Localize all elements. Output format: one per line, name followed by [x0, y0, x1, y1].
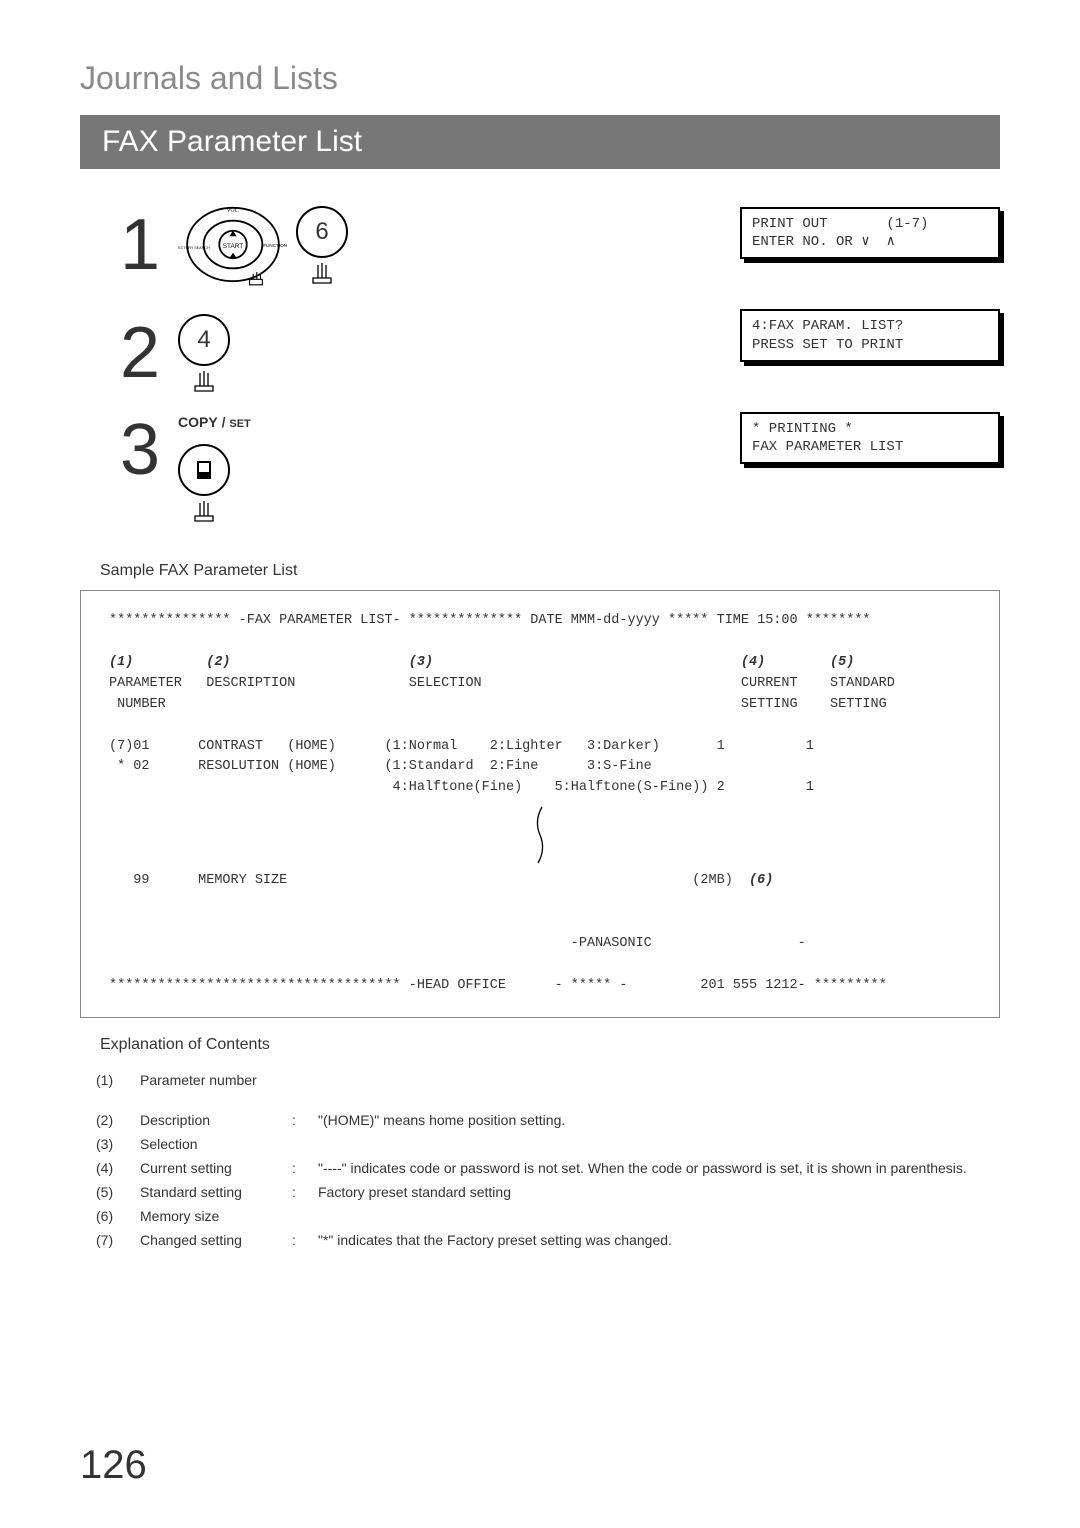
table-row: (4) Current setting : "----" indicates c… [90, 1156, 973, 1180]
lcd-line: FAX PARAMETER LIST [752, 439, 903, 455]
table-row: (7) Changed setting : "*" indicates that… [90, 1228, 973, 1252]
printout-row: * 02 RESOLUTION (HOME) (1:Standard 2:Fin… [109, 759, 652, 774]
expl-desc: "----" indicates code or password is not… [312, 1156, 973, 1180]
chapter-title: Journals and Lists [80, 60, 1000, 97]
printout-row: (7)01 CONTRAST (HOME) (1:Normal 2:Lighte… [109, 739, 814, 754]
svg-text:START: START [223, 243, 243, 250]
table-row: (1) Parameter number [90, 1068, 973, 1092]
expl-desc [312, 1132, 973, 1156]
step-number: 1 [120, 209, 160, 281]
table-row: (3) Selection [90, 1132, 973, 1156]
sample-heading: Sample FAX Parameter List [100, 562, 1000, 580]
expl-num: (5) [90, 1180, 134, 1204]
step2-graphic: 4 [178, 314, 230, 392]
table-row: (6) Memory size [90, 1204, 973, 1228]
printout-header-nums: (1) (2) (3) (4) (5) [109, 655, 854, 670]
copy-set-key-icon [178, 444, 230, 496]
expl-num: (4) [90, 1156, 134, 1180]
expl-num: (7) [90, 1228, 134, 1252]
lcd-line: PRINT OUT (1-7) [752, 216, 928, 232]
steps-left: 1 START VOL. DIRECTORY SEARCH FUNCTION [120, 197, 420, 522]
press-hand-icon [189, 370, 219, 392]
table-row: (2) Description : "(HOME)" means home po… [90, 1108, 973, 1132]
copy-set-label: COPY / SET [178, 414, 251, 430]
nav-dial-icon: START VOL. DIRECTORY SEARCH FUNCTION [178, 197, 288, 292]
lcd-box-1: PRINT OUT (1-7) ENTER NO. OR ∨ ∧ [740, 207, 1000, 259]
expl-colon: : [286, 1108, 312, 1132]
expl-desc: Factory preset standard setting [312, 1180, 973, 1204]
printout-row: -PANASONIC - [109, 936, 806, 951]
step-row-2: 2 4 [120, 314, 420, 392]
steps-right: PRINT OUT (1-7) ENTER NO. OR ∨ ∧ 4:FAX P… [740, 197, 1000, 464]
ellipsis-curve-icon [520, 805, 560, 865]
expl-colon [286, 1204, 312, 1228]
section-bar: FAX Parameter List [80, 115, 1000, 169]
lcd-box-2: 4:FAX PARAM. LIST? PRESS SET TO PRINT [740, 309, 1000, 361]
press-hand-icon [307, 262, 337, 284]
expl-colon: : [286, 1180, 312, 1204]
expl-term: Current setting [134, 1156, 286, 1180]
step1-graphic: START VOL. DIRECTORY SEARCH FUNCTION 6 [178, 197, 348, 292]
expl-term: Changed setting [134, 1228, 286, 1252]
lcd-box-3: * PRINTING * FAX PARAMETER LIST [740, 412, 1000, 464]
expl-term: Standard setting [134, 1180, 286, 1204]
expl-colon [286, 1132, 312, 1156]
step-number: 2 [120, 317, 160, 389]
table-row: (5) Standard setting : Factory preset st… [90, 1180, 973, 1204]
expl-num: (3) [90, 1132, 134, 1156]
printout-row: 99 MEMORY SIZE (2MB) (6) [109, 873, 773, 888]
expl-desc: "(HOME)" means home position setting. [312, 1108, 973, 1132]
copy-set-key [178, 444, 230, 522]
lcd-line: * PRINTING * [752, 421, 853, 437]
expl-term: Description [134, 1108, 286, 1132]
key-6-icon: 6 [296, 206, 348, 258]
copy-set-text: COPY / SET [178, 414, 251, 430]
page-number: 126 [80, 1443, 147, 1488]
lcd-line: PRESS SET TO PRINT [752, 337, 903, 353]
expl-colon [286, 1068, 312, 1092]
expl-term: Memory size [134, 1204, 286, 1228]
document-icon [193, 459, 215, 481]
printout-footer: ************************************ -HE… [109, 978, 887, 993]
printout-title: *************** -FAX PARAMETER LIST- ***… [109, 613, 871, 628]
svg-text:VOL.: VOL. [227, 208, 240, 214]
printout-row: 4:Halftone(Fine) 5:Halftone(S-Fine)) 2 1 [109, 780, 814, 795]
printout-header-1: PARAMETER DESCRIPTION SELECTION CURRENT … [109, 676, 895, 691]
expl-num: (2) [90, 1108, 134, 1132]
step3-graphic: COPY / SET [178, 414, 251, 522]
expl-colon: : [286, 1156, 312, 1180]
expl-desc [312, 1068, 973, 1092]
key-4-icon: 4 [178, 314, 230, 366]
expl-desc [312, 1204, 973, 1228]
key-4-press: 4 [178, 314, 230, 392]
expl-colon: : [286, 1228, 312, 1252]
key-6-press: 6 [296, 206, 348, 284]
expl-desc: "*" indicates that the Factory preset se… [312, 1228, 973, 1252]
lcd-line: ENTER NO. OR ∨ ∧ [752, 234, 895, 250]
svg-text:FUNCTION: FUNCTION [263, 243, 287, 248]
expl-num: (6) [90, 1204, 134, 1228]
expl-term: Parameter number [134, 1068, 286, 1092]
step-row-1: 1 START VOL. DIRECTORY SEARCH FUNCTION [120, 197, 420, 292]
press-hand-icon [189, 500, 219, 522]
printout-header-2: NUMBER SETTING SETTING [109, 697, 887, 712]
manual-page: Journals and Lists FAX Parameter List 1 … [0, 0, 1080, 1528]
step-row-3: 3 COPY / SET [120, 414, 420, 522]
steps-area: 1 START VOL. DIRECTORY SEARCH FUNCTION [120, 197, 1000, 522]
expl-term: Selection [134, 1132, 286, 1156]
svg-text:DIRECTORY SEARCH: DIRECTORY SEARCH [178, 246, 210, 250]
step-number: 3 [120, 414, 160, 486]
explanation-table: (1) Parameter number (2) Description : "… [90, 1068, 973, 1252]
explanation-heading: Explanation of Contents [100, 1036, 1000, 1054]
printout-box: *************** -FAX PARAMETER LIST- ***… [80, 590, 1000, 1018]
lcd-line: 4:FAX PARAM. LIST? [752, 318, 903, 334]
expl-num: (1) [90, 1068, 134, 1092]
